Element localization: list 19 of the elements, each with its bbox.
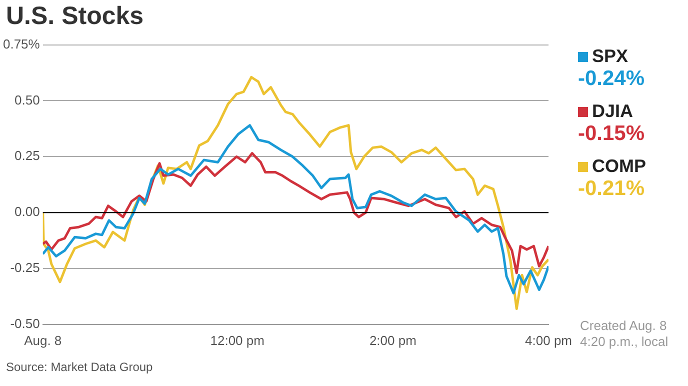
source-note: Source: Market Data Group: [6, 360, 153, 374]
y-tick-label: 0.75%: [2, 36, 40, 52]
y-tick-label: -0.50: [10, 316, 40, 331]
text: Created Aug. 8 4:20 p.m., local: [580, 318, 670, 350]
text: -0.24%: [578, 67, 646, 91]
text: -0.15%: [578, 122, 646, 146]
legend-label: SPX: [592, 46, 628, 67]
x-tick-label: Aug. 8: [24, 332, 62, 348]
legend-label: DJIA: [592, 101, 634, 122]
y-tick-label: 0.25: [14, 148, 40, 164]
x-tick-label: 2:00 pm: [369, 332, 416, 348]
text: -0.21%: [578, 177, 646, 201]
y-tick-label: 0.00: [14, 204, 40, 220]
y-tick-label: 0.50: [14, 92, 40, 108]
x-tick-label: 12:00 pm: [210, 332, 264, 348]
chart-title: U.S. Stocks: [6, 2, 144, 31]
x-tick-label: 4:00 pm: [525, 332, 572, 348]
y-tick-label: -0.25: [10, 260, 40, 276]
legend-label: COMP: [592, 156, 646, 177]
